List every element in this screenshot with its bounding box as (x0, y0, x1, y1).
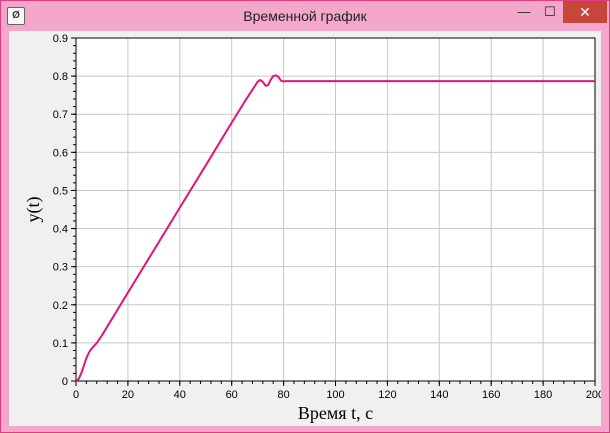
y-tick-label: 0.4 (53, 224, 68, 236)
y-tick-label: 0.5 (53, 185, 68, 197)
time-chart: 0 20 40 60 80 100 120 140 160 180 200 0 0.1 0.2 0.3 0.4… (23, 33, 601, 423)
maximize-button[interactable]: ☐ (544, 4, 556, 19)
x-axis-label: Время t, с (298, 403, 373, 423)
window-title: Временной график (243, 8, 367, 24)
x-tick-label: 100 (326, 389, 344, 401)
y-tick-label: 0.8 (53, 71, 68, 83)
series-line (75, 74, 595, 382)
x-tick-label: 160 (482, 389, 500, 401)
chart-area: 0 20 40 60 80 100 120 140 160 180 200 0 0.1 0.2 0.3 0.4… (9, 31, 601, 426)
x-tick-label: 180 (534, 389, 552, 401)
plot-frame (75, 37, 596, 382)
minimize-button[interactable]: — (517, 4, 531, 19)
y-tick-label: 0.1 (53, 338, 68, 350)
y-tick-label: 0 (62, 376, 68, 388)
y-tick-label: 0.2 (53, 300, 68, 312)
x-tick-label: 80 (277, 389, 289, 401)
y-tick-label: 0.3 (53, 262, 68, 274)
title-bar[interactable]: Ø Временной график — ☐ ✕ (1, 1, 609, 31)
x-tick-label: 60 (226, 389, 238, 401)
x-tick-label: 20 (122, 389, 134, 401)
close-button[interactable]: ✕ (563, 1, 607, 23)
y-tick-label: 0.7 (53, 109, 68, 121)
x-tick-label: 40 (174, 389, 186, 401)
x-tick-label: 120 (378, 389, 396, 401)
x-tick-label: 0 (73, 389, 79, 401)
app-logo-icon[interactable]: Ø (7, 7, 25, 25)
y-tick-label: 0.9 (53, 33, 68, 45)
x-tick-label: 200 (586, 389, 601, 401)
y-axis-label: y(t) (23, 197, 44, 223)
x-tick-label: 140 (430, 389, 448, 401)
y-tick-label: 0.6 (53, 147, 68, 159)
